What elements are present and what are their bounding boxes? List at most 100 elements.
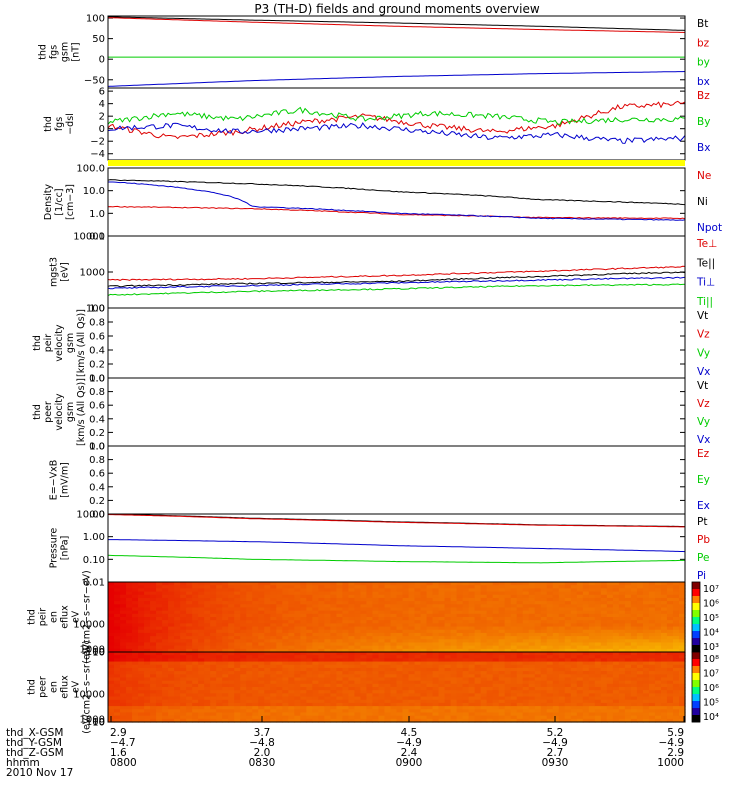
spectrogram-cell <box>564 642 572 647</box>
spectrogram-cell <box>648 610 656 615</box>
spectrogram-cell <box>162 658 169 663</box>
spectrogram-cell <box>318 582 325 586</box>
spectrogram-cell <box>510 642 518 647</box>
spectrogram-cell <box>588 623 596 628</box>
spectrogram-cell <box>576 690 584 694</box>
spectrogram-cell <box>162 604 169 609</box>
spectrogram-cell <box>282 604 289 609</box>
spectrogram-cell <box>372 674 380 679</box>
spectrogram-cell <box>120 715 127 720</box>
spectrogram-cell <box>618 718 626 723</box>
x-axis-value: 0930 <box>542 757 569 769</box>
spectrogram-cell <box>186 661 193 666</box>
spectrogram-cell <box>246 658 253 663</box>
spectrogram-cell <box>552 582 560 586</box>
spectrogram-cell <box>414 696 422 701</box>
spectrogram-cell <box>468 588 476 593</box>
spectrogram-cell <box>540 585 548 589</box>
spectrogram-cell <box>294 699 301 704</box>
spectrogram-cell <box>582 623 590 628</box>
spectrogram-cell <box>336 632 344 637</box>
spectrogram-cell <box>312 667 319 672</box>
spectrogram-cell <box>576 629 584 634</box>
spectrogram-cell <box>390 680 398 685</box>
y-tick-label: −50 <box>84 75 105 86</box>
spectrogram-cell <box>600 712 608 717</box>
spectrogram-cell <box>630 597 638 602</box>
colorbar-band <box>692 617 700 625</box>
spectrogram-cell <box>168 674 175 679</box>
spectrogram-cell <box>390 610 398 615</box>
spectrogram-cell <box>420 645 428 650</box>
spectrogram-cell <box>336 693 344 698</box>
spectrogram-cell <box>300 585 307 589</box>
spectrogram-cell <box>420 687 428 691</box>
spectrogram-cell <box>186 655 193 659</box>
spectrogram-cell <box>474 667 482 672</box>
spectrogram-cell <box>678 658 686 663</box>
spectrogram-cell <box>426 715 434 720</box>
panel-peir_vel: thd peir velocity gsm [km/s (All Qs)]1.00.80… <box>32 304 710 385</box>
legend-entry: Pi <box>697 570 706 582</box>
spectrogram-cell <box>492 693 500 698</box>
spectrogram-cell <box>678 674 686 679</box>
spectrogram-cell <box>660 639 668 644</box>
spectrogram-cell <box>672 636 680 640</box>
spectrogram-cell <box>564 620 572 624</box>
spectrogram-cell <box>126 607 133 612</box>
spectrogram-cell <box>594 712 602 717</box>
spectrogram-cell <box>666 632 674 637</box>
spectrogram-cell <box>306 661 313 666</box>
spectrogram-cell <box>252 677 259 682</box>
spectrogram-cell <box>252 652 259 656</box>
spectrogram-cell <box>258 639 265 644</box>
spectrogram-cell <box>270 645 277 650</box>
spectrogram-cell <box>252 645 259 650</box>
spectrogram-cell <box>612 623 620 628</box>
spectrogram-cell <box>336 687 344 691</box>
spectrogram-cell <box>438 632 446 637</box>
spectrogram-cell <box>618 652 626 656</box>
spectrogram-cell <box>420 718 428 723</box>
spectrogram-cell <box>498 699 506 704</box>
spectrogram-cell <box>624 613 632 618</box>
spectrogram-cell <box>228 667 235 672</box>
spectrogram-cell <box>258 680 265 685</box>
spectrogram-cell <box>264 607 271 612</box>
spectrogram-cell <box>558 645 566 650</box>
spectrogram-cell <box>372 620 380 624</box>
spectrogram-cell <box>384 655 392 659</box>
spectrogram-cell <box>222 594 229 599</box>
spectrogram-cell <box>378 712 386 717</box>
spectrogram-cell <box>504 674 512 679</box>
spectrogram-cell <box>594 620 602 624</box>
spectrogram-cell <box>342 696 350 701</box>
spectrogram-cell <box>474 648 482 653</box>
spectrogram-cell <box>552 636 560 640</box>
spectrogram-cell <box>378 680 386 685</box>
spectrogram-cell <box>630 607 638 612</box>
spectrogram-cell <box>330 610 337 615</box>
legend-entry: Te⊥ <box>696 238 717 250</box>
spectrogram-cell <box>540 601 548 605</box>
spectrogram-cell <box>138 620 145 624</box>
spectrogram-cell <box>360 626 368 631</box>
spectrogram-cell <box>678 661 686 666</box>
spectrogram-cell <box>384 623 392 628</box>
colorbar-band <box>692 694 700 702</box>
spectrogram-cell <box>546 655 554 659</box>
spectrogram-cell <box>270 680 277 685</box>
spectrogram-cell <box>396 699 404 704</box>
spectrogram-cell <box>228 709 235 714</box>
spectrogram-cell <box>120 648 127 653</box>
spectrogram-cell <box>324 613 331 618</box>
spectrogram-cell <box>636 674 644 679</box>
spectrogram-cell <box>528 591 536 596</box>
legend-entry: Vz <box>697 398 710 410</box>
spectrogram-cell <box>234 664 241 669</box>
spectrogram-cell <box>630 642 638 647</box>
spectrogram-cell <box>630 658 638 663</box>
spectrogram-cell <box>522 636 530 640</box>
spectrogram-cell <box>378 645 386 650</box>
spectrogram-cell <box>276 683 283 688</box>
